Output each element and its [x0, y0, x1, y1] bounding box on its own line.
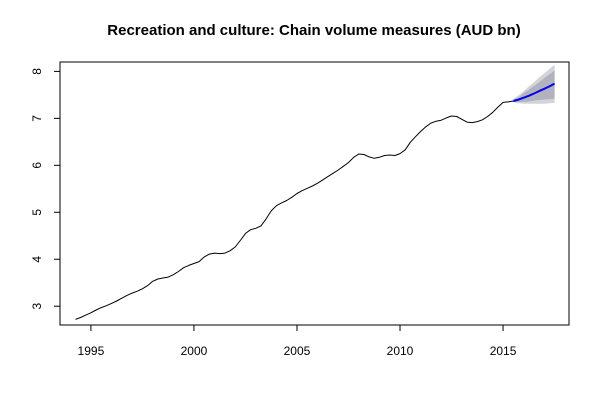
x-tick-label: 2015	[490, 344, 517, 358]
x-tick-label: 2005	[284, 344, 311, 358]
interval-80-band	[513, 70, 555, 102]
x-tick-label: 2000	[181, 344, 208, 358]
x-axis: 1995 2000 2005 2010 2015	[78, 324, 517, 358]
forecast-line	[513, 82, 556, 102]
plot-frame	[59, 61, 570, 326]
series-lines	[75, 82, 556, 320]
x-tick-label: 1995	[78, 344, 105, 358]
y-tick-label: 5	[30, 209, 44, 216]
y-tick-label: 8	[30, 68, 44, 75]
x-tick-label: 2010	[387, 344, 414, 358]
y-axis: 3 4 5 6 7 8	[30, 68, 61, 310]
history-line	[75, 100, 514, 320]
prediction-intervals	[513, 64, 555, 104]
y-tick-label: 7	[30, 115, 44, 122]
chart-title: Recreation and culture: Chain volume mea…	[107, 22, 520, 39]
y-tick-label: 4	[30, 256, 44, 263]
y-tick-label: 6	[30, 162, 44, 169]
y-tick-label: 3	[30, 303, 44, 310]
